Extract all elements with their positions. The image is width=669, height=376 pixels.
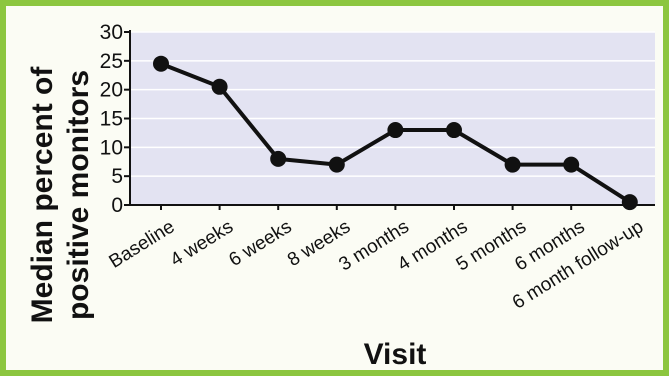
y-tick-label-4: 20 [100, 79, 123, 102]
y-axis-title-line-2: positive monitors [62, 70, 95, 320]
data-point-8 [621, 194, 638, 211]
y-tick-label-3: 15 [100, 108, 123, 131]
x-axis-title: Visit [364, 338, 427, 371]
x-tick-label-1: 4 weeks [167, 216, 237, 271]
x-tick-label-2: 6 weeks [225, 216, 295, 271]
x-tick-label-0: Baseline [105, 216, 178, 272]
y-tick-label-5: 25 [100, 50, 123, 73]
y-tick-label-0: 0 [111, 194, 123, 217]
y-tick-label-2: 10 [100, 136, 123, 159]
data-point-2 [270, 150, 287, 167]
data-point-3 [328, 156, 345, 173]
y-tick-label-6: 30 [100, 21, 123, 44]
data-point-1 [211, 78, 228, 95]
y-tick-label-1: 5 [111, 165, 123, 188]
data-point-5 [446, 122, 462, 139]
y-axis-title: Median percent of positive monitors [26, 66, 95, 324]
data-point-6 [504, 156, 521, 173]
x-axis-title-group: Visit [364, 338, 427, 371]
data-point-0 [153, 55, 169, 72]
data-point-4 [387, 122, 404, 139]
data-point-7 [563, 156, 580, 173]
y-axis-title-line-1: Median percent of [26, 66, 59, 324]
